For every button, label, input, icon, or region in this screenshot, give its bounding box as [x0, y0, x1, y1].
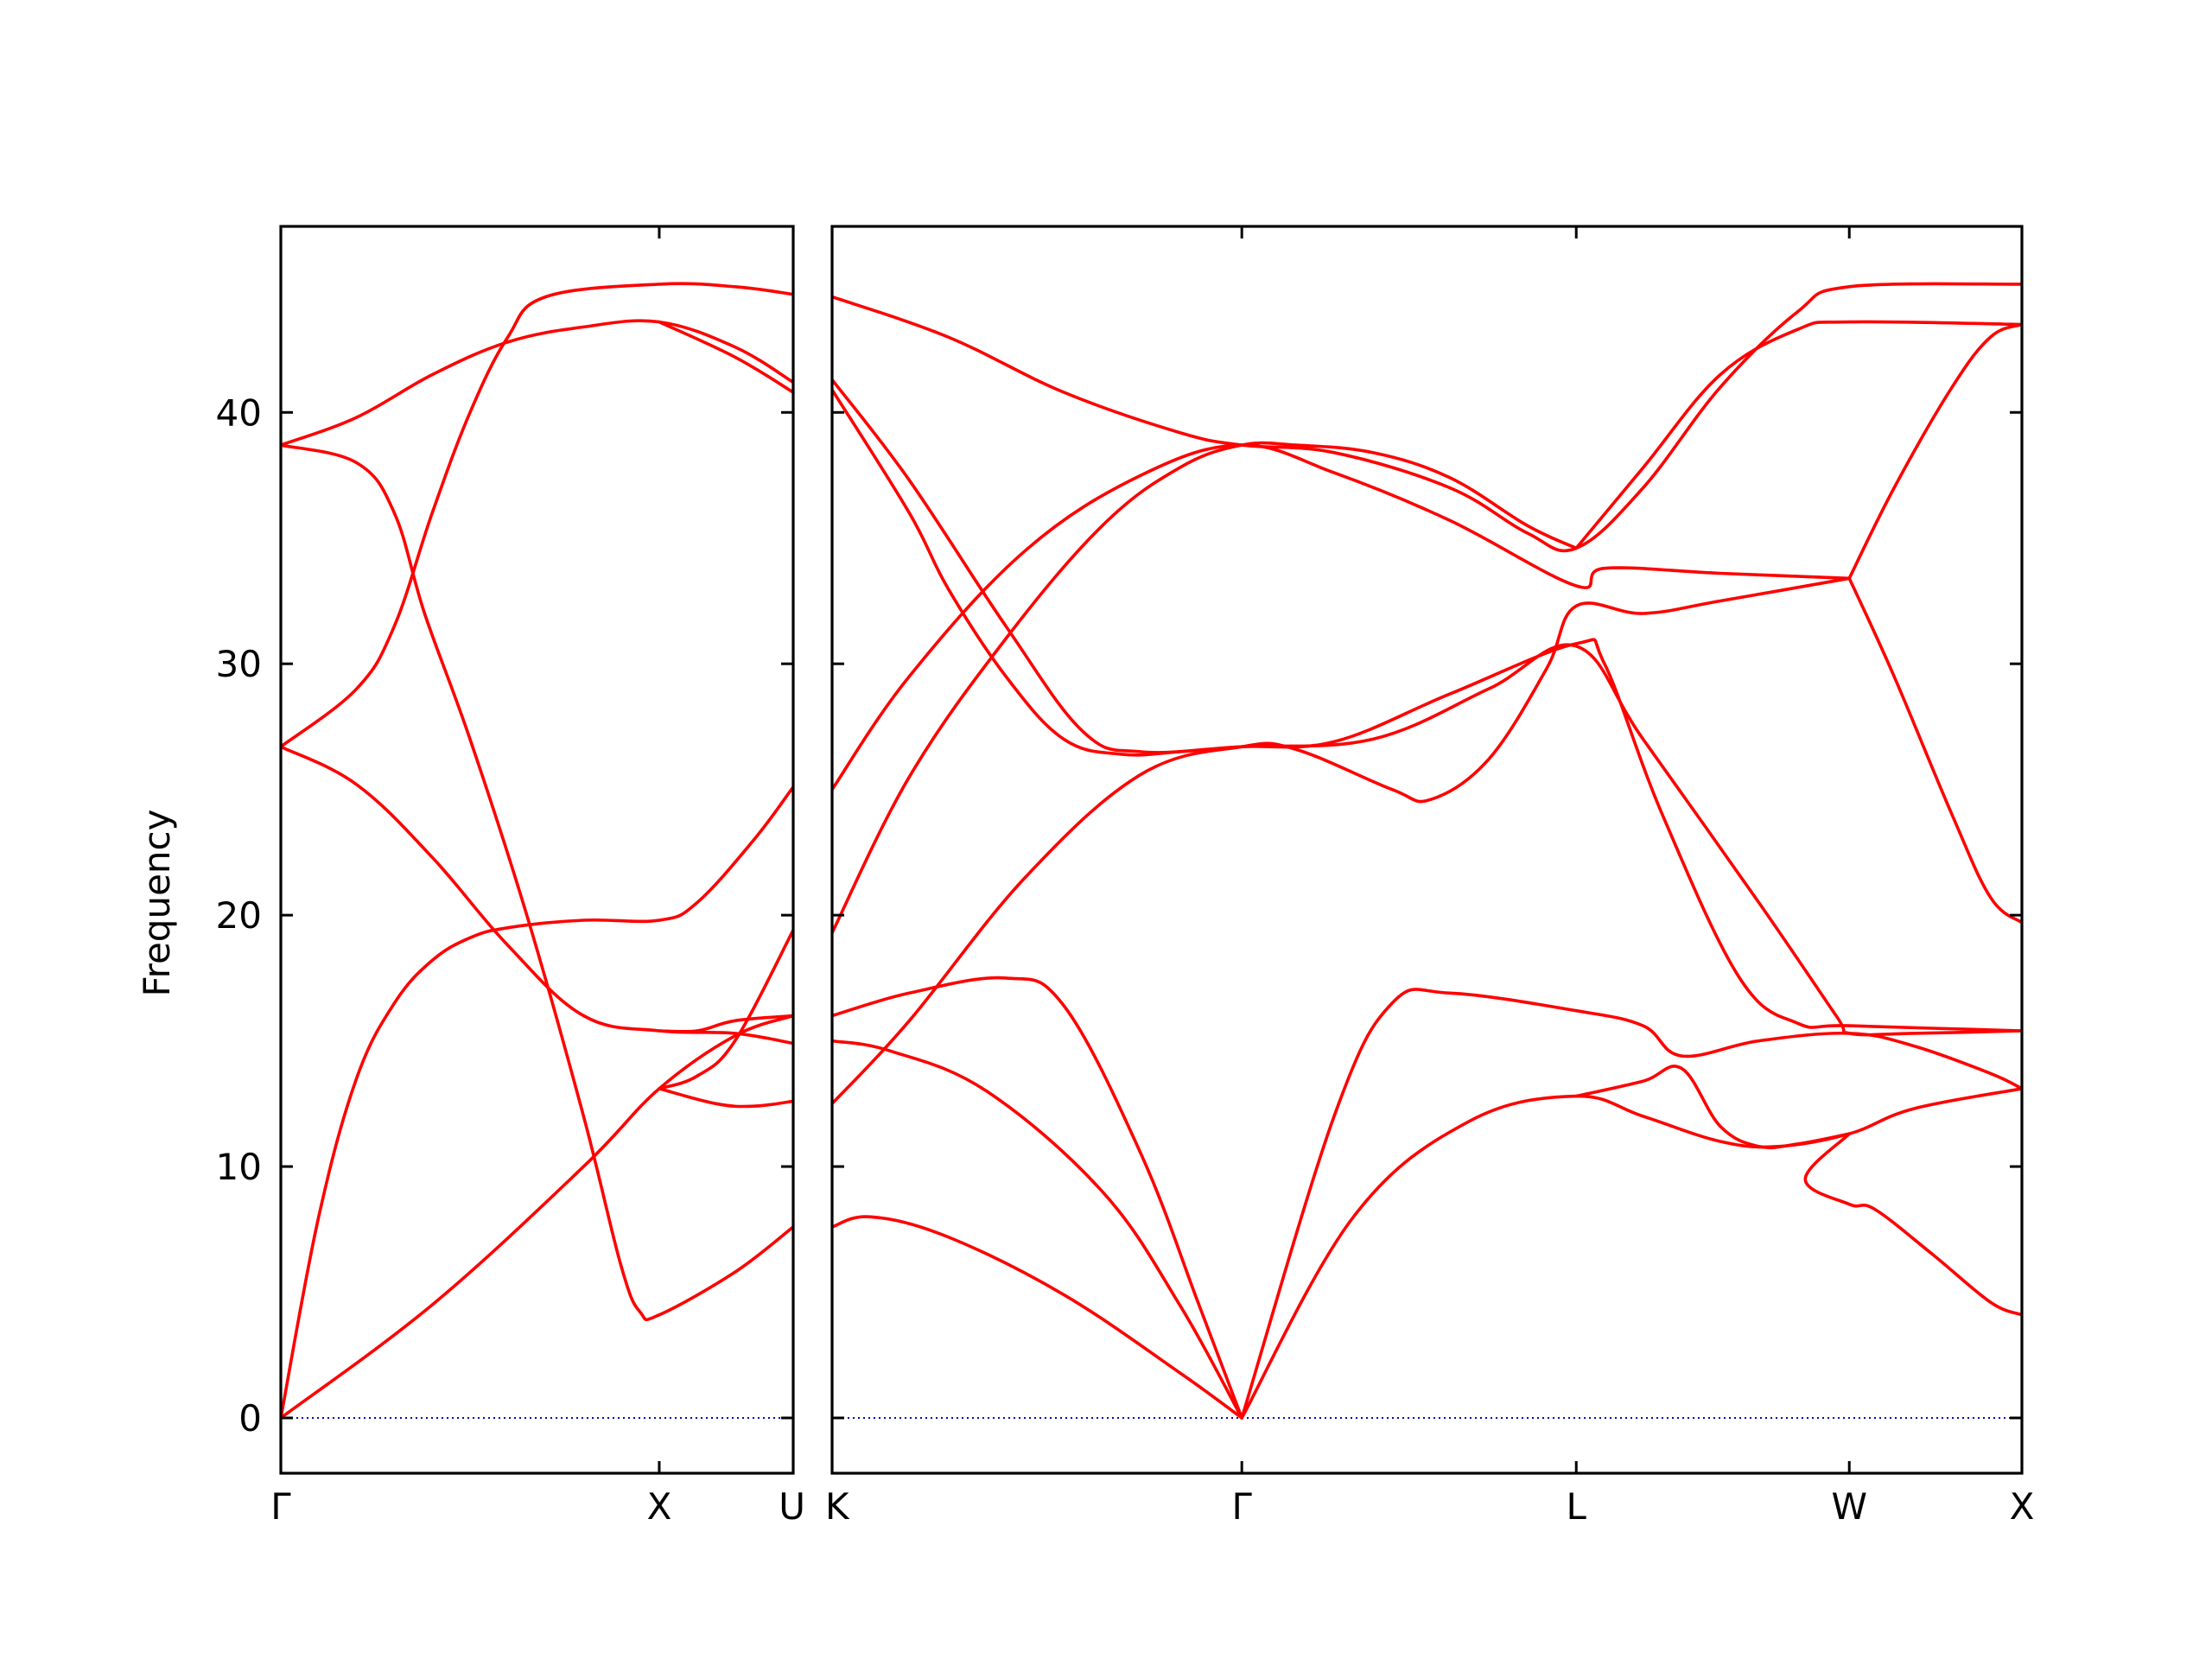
- band-line-15: [1574, 1065, 1851, 1150]
- y-tick-label: 30: [216, 643, 262, 685]
- band-line-10: [832, 378, 2022, 1037]
- band-line-9: [832, 388, 2022, 1033]
- x-tick-label: U: [779, 1485, 805, 1528]
- band-line-2: [832, 1039, 1243, 1420]
- x-tick-label: Γ: [1231, 1485, 1252, 1528]
- x-tick-label: L: [1567, 1485, 1587, 1528]
- band-line-1: [832, 1215, 1243, 1420]
- band-line-7: [658, 320, 793, 394]
- band-line-7: [832, 441, 1578, 935]
- band-line-5: [1240, 988, 2022, 1420]
- band-line-5: [281, 443, 793, 1321]
- band-line-8: [832, 443, 1851, 791]
- band-line-4: [1240, 1087, 2022, 1420]
- band-line-14: [1847, 322, 2022, 581]
- x-tick-label: K: [825, 1485, 850, 1528]
- band-line-1: [281, 1014, 793, 1420]
- band-line-9: [658, 1014, 793, 1033]
- band-line-6: [281, 319, 793, 447]
- y-axis-label: Frequency: [136, 810, 178, 997]
- plot-area: 0 10 20 30 40 Γ X U K Γ L W X: [216, 225, 2035, 1528]
- band-line-2: [281, 785, 793, 1420]
- band-line-4: [281, 282, 793, 748]
- y-tick-label: 20: [216, 894, 262, 937]
- x-tick-label: X: [647, 1485, 672, 1528]
- band-line-3: [281, 745, 793, 1046]
- panel-1: 0 10 20 30 40 Γ X U: [216, 225, 805, 1528]
- band-group: [281, 282, 793, 1420]
- band-line-3: [832, 976, 1243, 1420]
- band-line-11: [832, 282, 2022, 553]
- band-line-8: [658, 1087, 793, 1109]
- y-tick-label: 40: [216, 391, 262, 434]
- band-line-13: [1847, 576, 2022, 925]
- panel-frame: [830, 225, 2024, 1475]
- panel-frame: [279, 225, 795, 1475]
- band-line-16: [1803, 1132, 2022, 1317]
- y-tick-label: 10: [216, 1146, 262, 1188]
- y-tick-label: 0: [238, 1397, 262, 1440]
- x-tick-label: W: [1831, 1485, 1867, 1528]
- x-tick-label: X: [2010, 1485, 2035, 1528]
- band-line-12: [1574, 320, 2022, 550]
- band-line-10: [658, 928, 793, 1090]
- x-tick-label: Γ: [270, 1485, 291, 1528]
- band-line-6: [832, 576, 1851, 1106]
- band-group: [832, 282, 2022, 1420]
